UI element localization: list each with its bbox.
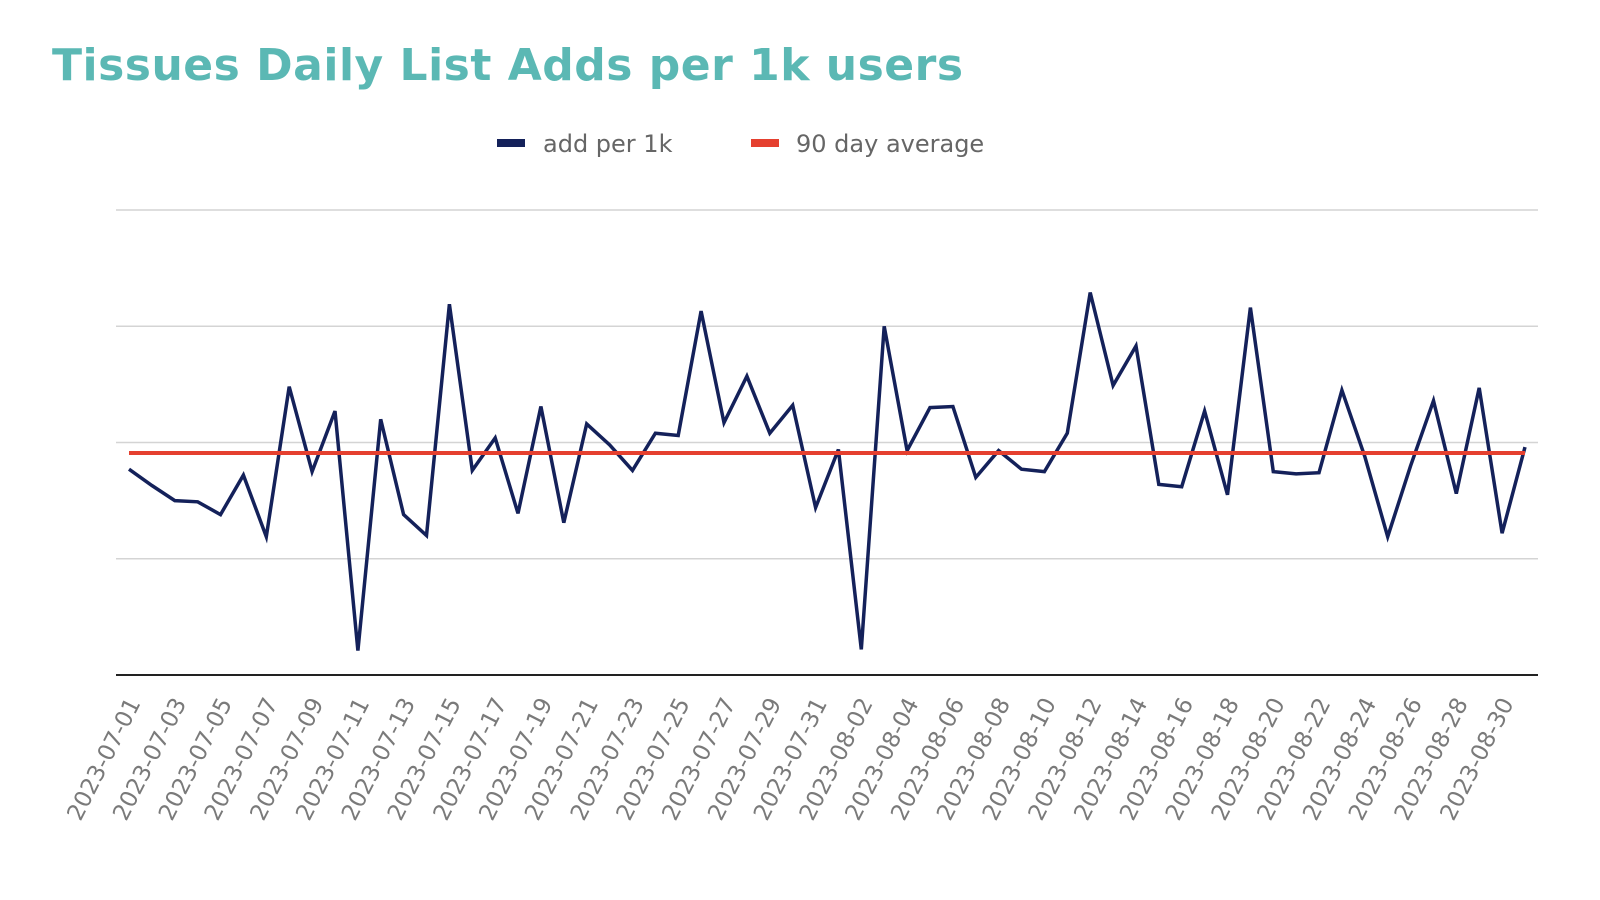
legend-label: add per 1k: [543, 130, 673, 158]
legend-swatch: [497, 139, 525, 147]
chart-title: Tissues Daily List Adds per 1k users: [52, 40, 964, 91]
legend-label: 90 day average: [796, 130, 984, 158]
series-line-add-per-1k: [127, 292, 1527, 651]
legend-swatch: [751, 139, 779, 147]
